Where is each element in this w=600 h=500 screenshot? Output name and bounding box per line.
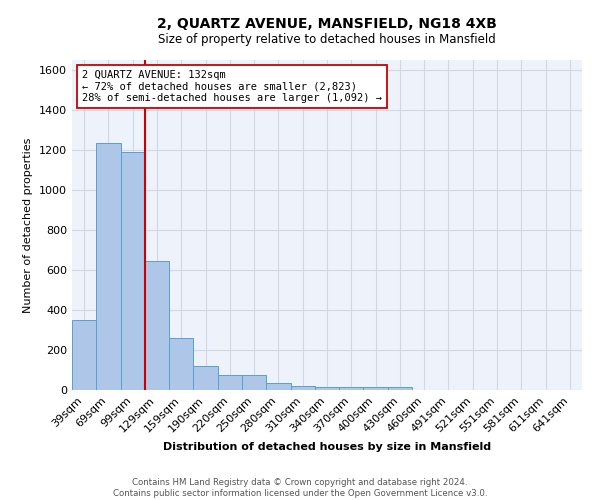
Bar [339,387,364,390]
Bar [290,386,315,390]
Bar [364,387,388,390]
Bar [96,143,121,390]
Text: Contains HM Land Registry data © Crown copyright and database right 2024.
Contai: Contains HM Land Registry data © Crown c… [113,478,487,498]
Bar [169,338,193,390]
X-axis label: Distribution of detached houses by size in Mansfield: Distribution of detached houses by size … [163,442,491,452]
Bar [121,152,145,390]
Bar [72,320,96,390]
Text: 2 QUARTZ AVENUE: 132sqm
← 72% of detached houses are smaller (2,823)
28% of semi: 2 QUARTZ AVENUE: 132sqm ← 72% of detache… [82,70,382,103]
Y-axis label: Number of detached properties: Number of detached properties [23,138,34,312]
Bar [388,387,412,390]
Bar [145,261,169,390]
Bar [218,376,242,390]
Bar [193,366,218,390]
Bar [242,376,266,390]
Bar [266,383,290,390]
Text: 2, QUARTZ AVENUE, MANSFIELD, NG18 4XB: 2, QUARTZ AVENUE, MANSFIELD, NG18 4XB [157,18,497,32]
Text: Size of property relative to detached houses in Mansfield: Size of property relative to detached ho… [158,32,496,46]
Bar [315,387,339,390]
